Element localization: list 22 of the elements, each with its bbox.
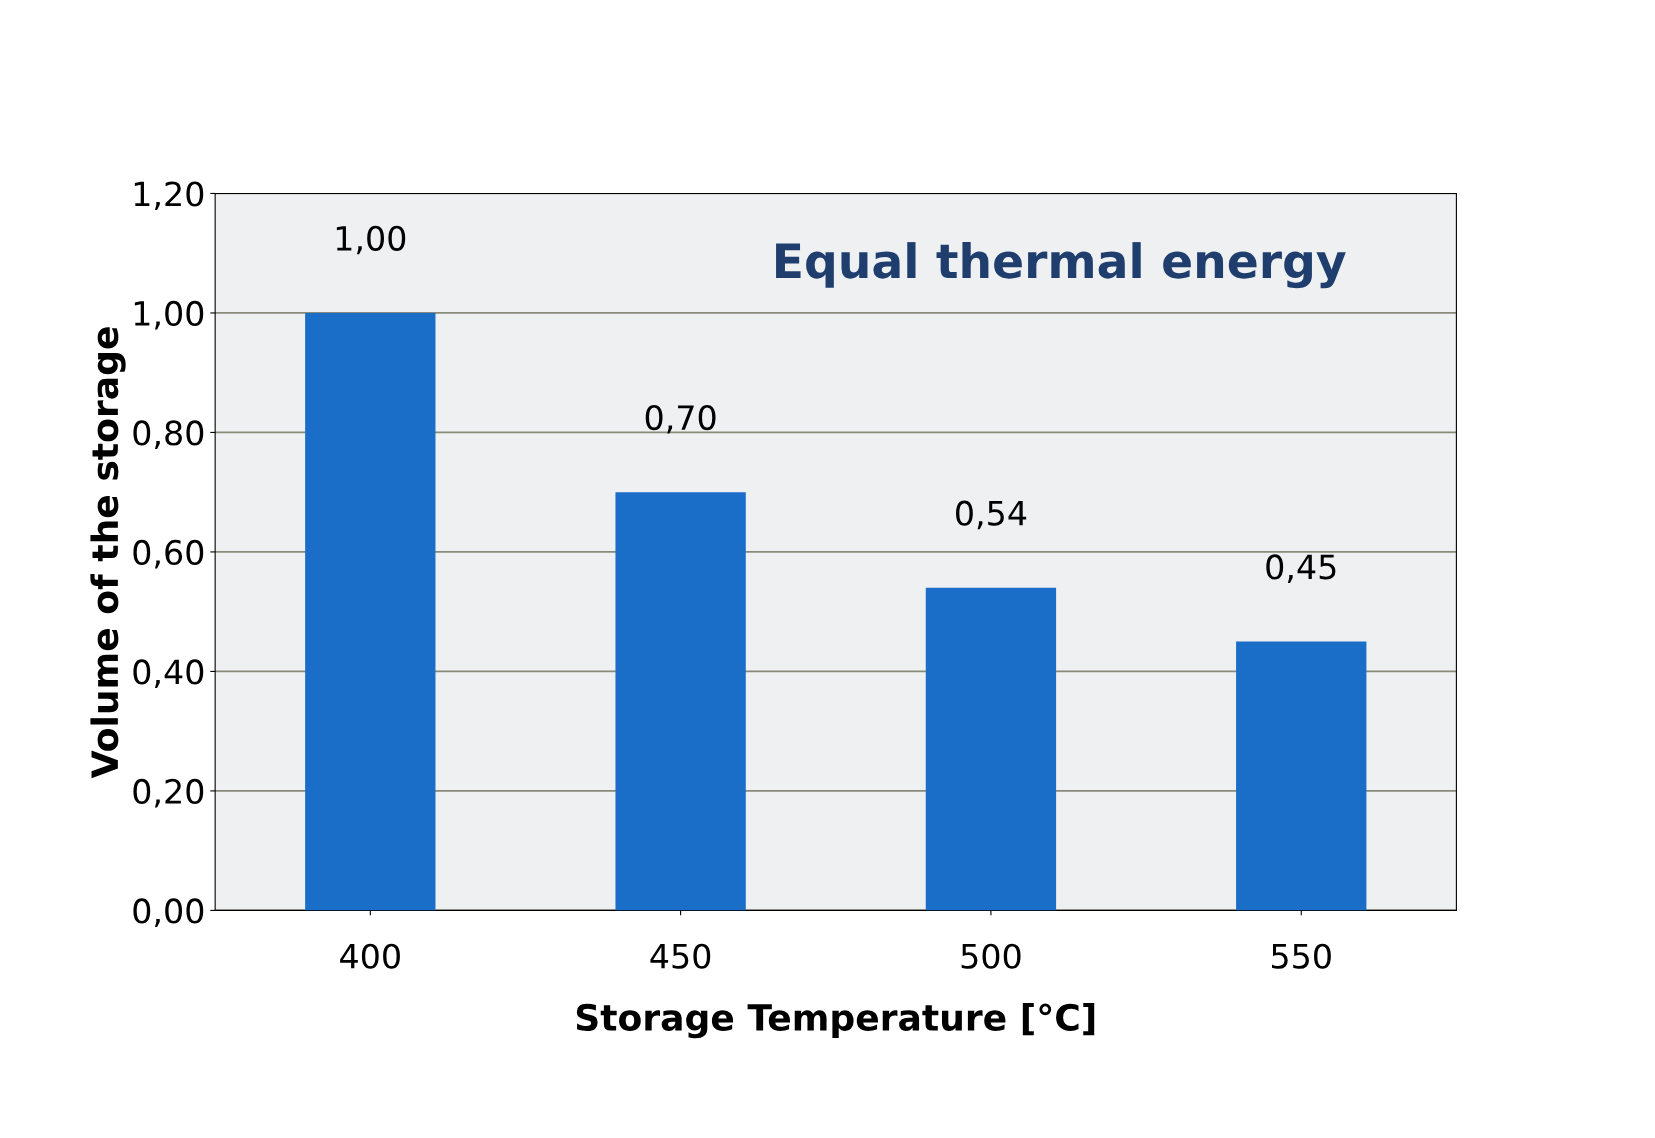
- data-label: 0,45: [1266, 554, 1336, 583]
- y-tick-label: 1,00: [134, 300, 204, 330]
- y-tick-label: 0,80: [133, 420, 204, 449]
- x-axis-title: Storage Temperature [°C]: [576, 1003, 1095, 1039]
- x-tick-label: 550: [1272, 943, 1331, 969]
- bar: [615, 492, 746, 911]
- data-label: 0,54: [956, 500, 1027, 530]
- text: Equal thermal energy: [776, 242, 1346, 289]
- y-tick-label: 0,60: [133, 539, 204, 569]
- x-tick-label: 400: [340, 943, 400, 969]
- y-axis-title: Volume of the storage: [90, 327, 126, 779]
- x-tick-label: 500: [961, 943, 1021, 969]
- bar: [1236, 641, 1367, 911]
- bar: [305, 312, 436, 911]
- y-tick-label: 0,00: [133, 898, 204, 927]
- bar: [925, 587, 1057, 911]
- y-tick-label: 1,20: [134, 181, 204, 210]
- y-tick-label: 0,20: [133, 778, 204, 808]
- x-tick-label: 450: [650, 943, 711, 969]
- data-label: 1,00: [336, 225, 406, 255]
- y-tick-label: 0,40: [133, 659, 204, 688]
- data-label: 0,70: [645, 404, 716, 434]
